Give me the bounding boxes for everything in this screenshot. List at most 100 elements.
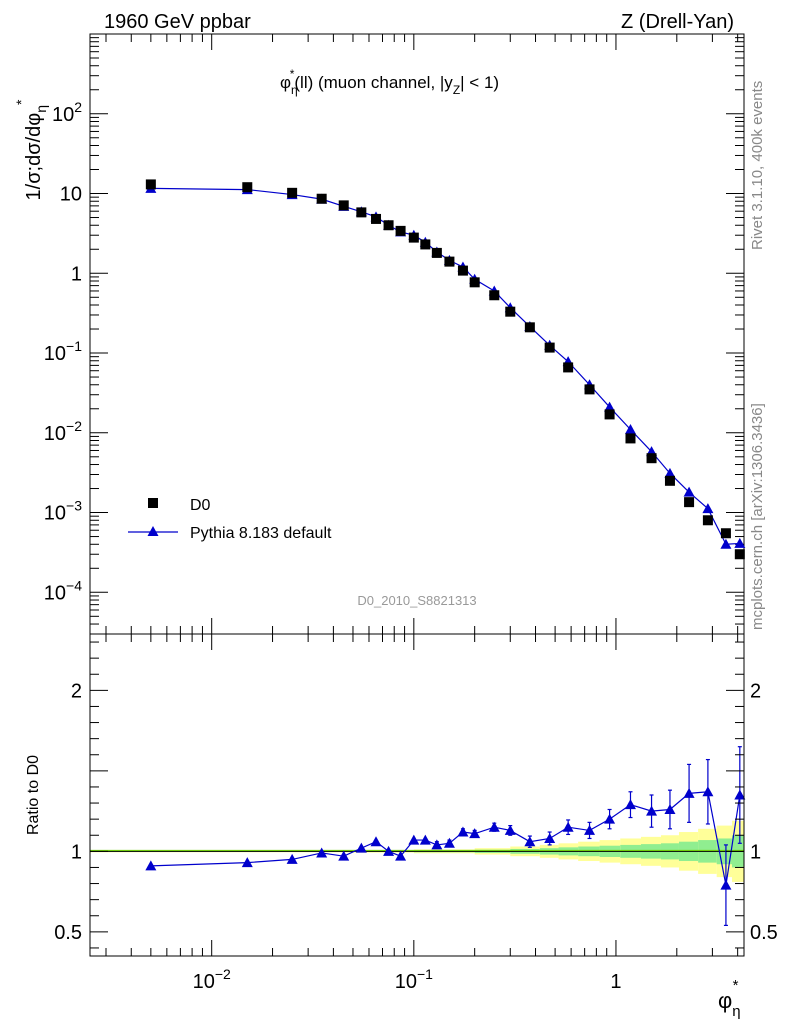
header-process: Z (Drell-Yan) xyxy=(621,11,734,33)
y-tick-label-base: 10 xyxy=(60,184,82,206)
mc-point-ratio xyxy=(702,786,714,797)
mc-point-ratio xyxy=(734,789,746,800)
mc-point-ratio xyxy=(720,879,732,890)
analysis-id: D0_2010_S8821313 xyxy=(357,593,476,608)
d0-point xyxy=(338,200,349,211)
d0-point xyxy=(242,182,253,193)
d0-point xyxy=(383,220,394,231)
title-phi: φ xyxy=(280,73,291,92)
d0-point xyxy=(395,225,406,236)
mc-point-main xyxy=(702,503,714,514)
d0-point xyxy=(356,207,367,218)
mc-point-ratio xyxy=(431,839,443,850)
main-frame xyxy=(89,33,745,635)
mc-point-ratio xyxy=(624,799,636,810)
mc-point-ratio xyxy=(504,824,516,835)
d0-point xyxy=(646,453,657,464)
mc-point-ratio xyxy=(646,805,658,816)
d0-point xyxy=(145,179,156,190)
mc-point-ratio xyxy=(419,834,431,845)
d0-point xyxy=(563,362,574,373)
y-tick-label-exp: −3 xyxy=(66,498,82,514)
title-tail: | < 1) xyxy=(460,73,499,92)
source-url: mcplots.cern.ch [arXiv:1306.3436] xyxy=(749,403,766,630)
y-tick-label-exp: −2 xyxy=(66,418,82,434)
mc-line-main xyxy=(150,187,740,545)
ratio-frame xyxy=(89,633,745,957)
x-label-sup: * xyxy=(733,977,739,994)
d0-point xyxy=(469,277,480,288)
d0-point xyxy=(287,187,298,198)
y-axis-label-main: 1/σ;dσ/dφη * xyxy=(13,99,49,201)
mc-point-ratio xyxy=(355,842,367,853)
mc-point-ratio xyxy=(604,813,616,824)
mc-point-ratio xyxy=(241,857,253,868)
mc-point-ratio xyxy=(584,824,596,835)
mc-point-ratio xyxy=(457,826,469,837)
legend-label-d0: D0 xyxy=(190,497,211,514)
d0-point xyxy=(684,497,695,508)
mc-point-main xyxy=(624,423,636,434)
legend-marker-mc xyxy=(147,526,159,536)
title-phi-sub: η xyxy=(291,83,298,97)
legend-label-mc: Pythia 8.183 default xyxy=(190,525,332,542)
title-z-sub: Z xyxy=(453,83,460,97)
ratio-y-tick-label-left: 0.5 xyxy=(54,922,82,944)
mc-point-ratio xyxy=(664,803,676,814)
mc-point-main xyxy=(604,401,616,412)
rivet-info: Rivet 3.1.10, 400k events xyxy=(749,81,766,250)
x-tick-label-base: 1 xyxy=(610,971,621,993)
y-tick-label: 10−3 xyxy=(44,498,82,525)
mc-point-ratio xyxy=(383,845,395,856)
y-tick-label-base: 10 xyxy=(52,104,74,126)
mc-point-ratio xyxy=(683,787,695,798)
d0-point xyxy=(584,384,595,395)
d0-point xyxy=(489,290,500,301)
ratio-x-ticks xyxy=(105,634,739,956)
ratio-y-tick-labels: 2 2 1 1 0.5 0.5 xyxy=(54,680,778,944)
mc-point-ratio xyxy=(395,850,407,861)
y-tick-label-base: 10 xyxy=(44,503,66,525)
y-tick-label: 10−2 xyxy=(44,418,82,445)
mc-point-main xyxy=(683,486,695,497)
title-phi-sup: * xyxy=(290,67,295,81)
y-label-main-sup: * xyxy=(13,99,29,105)
mc-point-ratio xyxy=(443,837,455,848)
d0-point xyxy=(664,475,675,486)
mc-point-ratio xyxy=(338,850,350,861)
mc-series-main xyxy=(145,182,746,549)
x-tick-label: 10−2 xyxy=(193,966,231,993)
y-tick-label-base: 10 xyxy=(44,582,66,604)
mc-point-ratio xyxy=(286,853,298,864)
legend: D0 Pythia 8.183 default xyxy=(128,497,332,542)
data-series-main xyxy=(145,179,745,560)
ratio-panel: 2 21 10.5 0.5 10−2 10−1 1 Ratio to D0 φη* xyxy=(25,633,778,1020)
mc-point-ratio xyxy=(316,847,328,858)
ratio-y-tick-label-left: 1 xyxy=(71,841,82,863)
y-axis-label-ratio: Ratio to D0 xyxy=(25,755,42,835)
x-tick-label-base: 10 xyxy=(395,971,417,993)
x-tick-label-exp: −2 xyxy=(215,966,231,982)
x-label-phi: φ xyxy=(718,988,732,1013)
y-label-main-text: 1/σ;dσ/dφ xyxy=(23,113,45,201)
d0-point xyxy=(544,342,555,353)
mc-point-ratio xyxy=(469,828,481,839)
d0-point xyxy=(371,213,382,224)
mc-point-ratio xyxy=(524,836,536,847)
main-y-ticks xyxy=(90,33,744,635)
y-tick-label: 10 xyxy=(60,184,82,206)
y-tick-label-exp: −4 xyxy=(66,577,82,593)
d0-point xyxy=(604,409,615,420)
y-tick-label-exp: −1 xyxy=(66,338,82,354)
y-tick-label-base: 10 xyxy=(44,343,66,365)
d0-point xyxy=(734,549,745,560)
x-axis-label: φη * xyxy=(718,977,741,1020)
y-tick-label: 102 xyxy=(52,99,82,126)
d0-point xyxy=(457,265,468,276)
y-tick-label-base: 10 xyxy=(44,423,66,445)
d0-point xyxy=(720,528,731,539)
d0-point xyxy=(702,515,713,526)
